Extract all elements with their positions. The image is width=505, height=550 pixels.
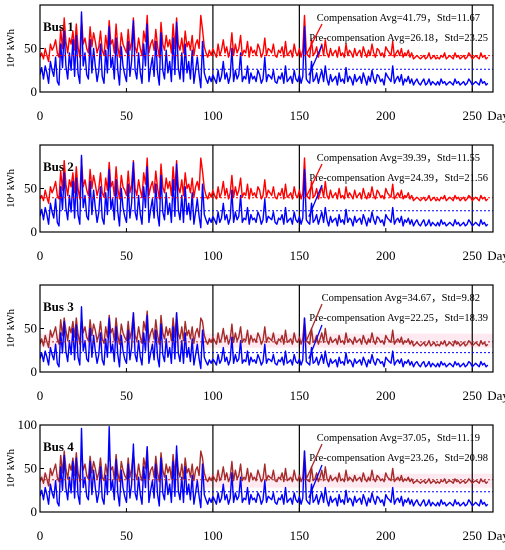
chart-panel-1: 0 50 0 50 100 150 200 250 Day 10⁴ kWh Bus 1 Compens… — [5, 4, 505, 123]
x-tick-label: 200 — [376, 388, 396, 403]
y-tick-label: 50 — [24, 181, 37, 196]
x-unit-label: Day — [487, 248, 505, 263]
x-tick-label: 50 — [120, 108, 133, 123]
compensation-pointer — [306, 163, 323, 197]
pre-compensation-annotation: Pre-compensation Avg=22.25，Std=18.39 — [309, 313, 488, 324]
y-tick-label: 0 — [31, 224, 38, 239]
x-tick-label: 0 — [37, 108, 44, 123]
series-line-compensation — [39, 446, 489, 487]
pre-compensation-annotation: Pre-compensation Avg=26.18，Std=23.25 — [309, 33, 488, 44]
x-tick-label: 150 — [290, 108, 310, 123]
compensation-annotation: Compensation Avg=34.67，Std=9.82 — [322, 293, 480, 304]
pre-compensation-annotation: Pre-compensation Avg=23.26，Std=20.98 — [309, 453, 488, 464]
x-tick-label: 200 — [376, 528, 396, 543]
y-tick-label: 0 — [31, 84, 38, 99]
y-axis-label: 10⁴ kWh — [5, 29, 17, 68]
compensation-annotation: Compensation Avg=37.05，Std=11.19 — [317, 433, 480, 444]
chart-panel-3: 0 50 0 50 100 150 200 250 Day 10⁴ kWh Bus 3 Compens… — [5, 284, 505, 403]
y-tick-label: 0 — [31, 364, 38, 379]
bus-label: Bus 3 — [43, 299, 74, 314]
compensation-pointer — [306, 23, 323, 54]
chart-panel-2: 0 50 0 50 100 150 200 250 Day 10⁴ kWh Bus 2 Compens… — [5, 144, 505, 263]
compensation-pointer — [306, 443, 323, 479]
x-tick-label: 150 — [290, 388, 310, 403]
pre-compensation-pointer — [308, 44, 323, 76]
x-tick-label: 100 — [203, 248, 223, 263]
x-tick-label: 100 — [203, 388, 223, 403]
x-tick-label: 200 — [376, 248, 396, 263]
series-line-pre-compensation — [39, 154, 489, 229]
y-tick-label: 0 — [31, 504, 38, 519]
x-tick-label: 50 — [120, 388, 133, 403]
x-tick-label: 150 — [290, 528, 310, 543]
x-unit-label: Day — [487, 388, 505, 403]
compensation-annotation: Compensation Avg=41.79，Std=11.67 — [317, 13, 480, 24]
bus-label: Bus 1 — [43, 19, 74, 34]
series-line-compensation — [39, 157, 489, 205]
x-tick-label: 50 — [120, 248, 133, 263]
x-tick-label: 100 — [203, 108, 223, 123]
chart-panel-4: 0 50 100 0 50 100 150 200 250 Day 10⁴ kWh Bus 4 Comp… — [5, 417, 505, 543]
x-tick-label: 250 — [463, 528, 483, 543]
x-unit-label: Day — [487, 108, 505, 123]
x-tick-label: 250 — [463, 108, 483, 123]
series-line-pre-compensation — [39, 306, 489, 370]
x-tick-label: 50 — [120, 528, 133, 543]
compensation-annotation: Compensation Avg=39.39，Std=11.55 — [317, 153, 480, 164]
y-tick-label: 100 — [18, 417, 38, 432]
pre-compensation-pointer — [308, 464, 323, 499]
series-line-pre-compensation — [39, 11, 489, 89]
series-line-pre-compensation — [39, 426, 489, 509]
y-tick-label: 50 — [24, 321, 37, 336]
y-axis-label: 10⁴ kWh — [5, 169, 17, 208]
series-line-compensation — [39, 14, 489, 63]
x-unit-label: Day — [487, 528, 505, 543]
pre-compensation-pointer — [308, 184, 323, 218]
x-tick-label: 250 — [463, 388, 483, 403]
x-tick-label: 0 — [37, 388, 44, 403]
x-tick-label: 0 — [37, 248, 44, 263]
x-tick-label: 100 — [203, 528, 223, 543]
bus-label: Bus 2 — [43, 159, 74, 174]
y-axis-label: 10⁴ kWh — [5, 309, 17, 348]
x-tick-label: 150 — [290, 248, 310, 263]
pre-compensation-pointer — [308, 324, 323, 359]
y-tick-label: 50 — [24, 41, 37, 56]
y-tick-label: 50 — [24, 461, 37, 476]
y-axis-label: 10⁴ kWh — [5, 449, 17, 488]
compensation-pointer — [306, 303, 323, 341]
pre-compensation-annotation: Pre-compensation Avg=24.39，Std=21.56 — [309, 173, 488, 184]
bus-label: Bus 4 — [43, 439, 74, 454]
series-line-compensation — [39, 310, 489, 349]
x-tick-label: 0 — [37, 528, 44, 543]
x-tick-label: 250 — [463, 248, 483, 263]
x-tick-label: 200 — [376, 108, 396, 123]
